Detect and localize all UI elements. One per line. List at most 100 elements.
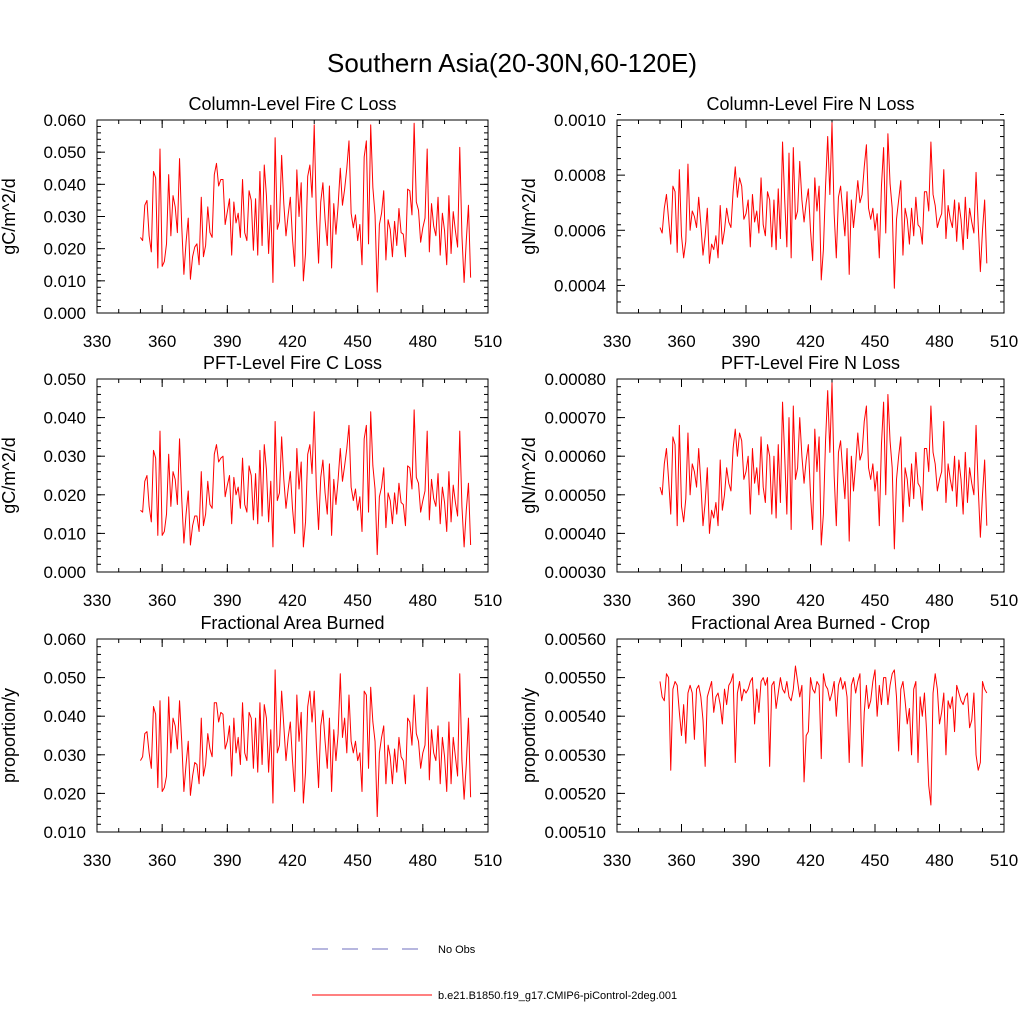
chart-2-frame [616,119,1005,314]
chart-6-xtick-label: 420 [796,851,824,870]
chart-2-xtick-label: 480 [925,332,953,351]
legend-label-no-obs: No Obs [438,944,476,956]
chart-5-ytick-label: 0.060 [43,630,86,649]
panels: Column-Level Fire C Loss gC/m^2/d 330 360 39… [0,94,1018,870]
chart-6-ytick-label: 0.00530 [545,746,606,765]
chart-5-xtick-label: 510 [474,851,502,870]
chart-1-title: Column-Level Fire C Loss [188,94,396,114]
chart-1-ytick-label: 0.010 [43,272,86,291]
chart-3-xtick-label: 510 [474,591,502,610]
chart-3-ytick-label: 0.040 [43,409,86,428]
chart-2-ytick-label: 0.0008 [554,166,606,185]
chart-1-ytick-label: 0.000 [43,304,86,323]
chart-4-title: PFT-Level Fire N Loss [721,353,900,373]
chart-5-xtick-label: 450 [343,851,371,870]
chart-6-frame [616,638,1005,833]
chart-1-ytick-label: 0.020 [43,240,86,259]
chart-1-frame [96,119,489,314]
chart-4-xtick-label: 510 [990,591,1018,610]
chart-4-xtick-label: 390 [732,591,760,610]
chart-4-ytick-label: 0.00060 [545,447,606,466]
legend-label-model: b.e21.B1850.f19_g17.CMIP6-piControl-2deg… [438,990,677,1002]
chart-2-xtick-label: 420 [796,332,824,351]
chart-4-ytick-label: 0.00030 [545,563,606,582]
chart-4-ylabel: gN/m^2/d [519,437,539,513]
chart-4-xtick-label: 330 [603,591,631,610]
chart-3-ytick-label: 0.020 [43,486,86,505]
chart-5-xtick-label: 390 [213,851,241,870]
chart-2-xtick-label: 360 [667,332,695,351]
chart-6-xtick-label: 390 [732,851,760,870]
chart-5-title: Fractional Area Burned [200,613,384,633]
chart-5-xtick-label: 360 [148,851,176,870]
chart-3-title: PFT-Level Fire C Loss [203,353,382,373]
chart-4-ytick-label: 0.00070 [545,409,606,428]
chart-3-ytick-label: 0.050 [43,370,86,389]
chart-1-ytick-label: 0.050 [43,143,86,162]
chart-4-series-1-line [659,382,988,550]
chart-3-xtick-label: 420 [278,591,306,610]
chart-1-xtick-label: 510 [474,332,502,351]
chart-4-xtick-label: 480 [925,591,953,610]
chart-3-xtick-label: 330 [83,591,111,610]
chart-6-series-1-line [659,665,988,806]
chart-4-xtick-label: 450 [861,591,889,610]
chart-2-ytick-label: 0.0004 [554,276,606,295]
chart-5-xtick-label: 480 [409,851,437,870]
chart-5-ytick-label: 0.050 [43,669,86,688]
chart-3-ytick-label: 0.010 [43,524,86,543]
chart-1-xtick-label: 330 [83,332,111,351]
legend: No Obs b.e21.B1850.f19_g17.CMIP6-piContr… [312,944,677,1002]
chart-4-ytick-label: 0.00080 [545,370,606,389]
chart-4-xtick-label: 360 [667,591,695,610]
chart-6-title: Fractional Area Burned - Crop [691,613,930,633]
chart-6-ytick-label: 0.00510 [545,823,606,842]
chart-6-xtick-label: 510 [990,851,1018,870]
chart-3-xtick-label: 450 [343,591,371,610]
chart-4-ytick-label: 0.00040 [545,524,606,543]
chart-6-ytick-label: 0.00520 [545,784,606,803]
chart-5-frame [96,638,489,833]
chart-2-xtick-label: 330 [603,332,631,351]
page-title: Southern Asia(20-30N,60-120E) [327,48,697,78]
chart-3-xtick-label: 480 [409,591,437,610]
chart-1-xtick-label: 450 [343,332,371,351]
chart-1-ytick-label: 0.030 [43,208,86,227]
chart-2-xtick-label: 450 [861,332,889,351]
chart-2-title: Column-Level Fire N Loss [706,94,914,114]
chart-1: Column-Level Fire C Loss gC/m^2/d 330 360 39… [0,94,502,351]
chart-2-ytick-label: 0.0006 [554,221,606,240]
chart-4: PFT-Level Fire N Loss gN/m^2/d 330 360 390 42… [519,353,1018,610]
chart-5-ytick-label: 0.030 [43,746,86,765]
chart-1-xtick-label: 480 [409,332,437,351]
chart-1-xtick-label: 390 [213,332,241,351]
chart-5-ytick-label: 0.040 [43,707,86,726]
chart-2-xtick-label: 510 [990,332,1018,351]
chart-6-xtick-label: 480 [925,851,953,870]
chart-1-xtick-label: 420 [278,332,306,351]
chart-1-ytick-label: 0.040 [43,175,86,194]
chart-6-ytick-label: 0.00540 [545,707,606,726]
chart-4-ytick-label: 0.00050 [545,486,606,505]
chart-3: PFT-Level Fire C Loss gC/m^2/d 330 360 390 42… [0,353,502,610]
chart-3-xtick-label: 390 [213,591,241,610]
chart-2: Column-Level Fire N Loss gN/m^2/d 330 360 39… [519,94,1018,351]
chart-6-xtick-label: 330 [603,851,631,870]
chart-5-series-1-line [140,669,472,818]
chart-5-xtick-label: 420 [278,851,306,870]
chart-4-xtick-label: 420 [796,591,824,610]
chart-2-series-1-line [659,122,988,289]
chart-2-ytick-label: 0.0010 [554,111,606,130]
chart-3-series-1-line [140,409,472,556]
chart-6-xtick-label: 450 [861,851,889,870]
chart-1-series-1-line [140,122,472,293]
chart-1-ylabel: gC/m^2/d [0,178,19,254]
chart-2-ylabel: gN/m^2/d [519,178,539,254]
chart-2-xtick-label: 390 [732,332,760,351]
chart-6-xtick-label: 360 [667,851,695,870]
chart-6-ytick-label: 0.00550 [545,669,606,688]
chart-6: Fractional Area Burned - Crop proportion/… [519,613,1018,870]
chart-5: Fractional Area Burned proportion/y 330 360… [0,613,502,870]
chart-3-ylabel: gC/m^2/d [0,437,19,513]
